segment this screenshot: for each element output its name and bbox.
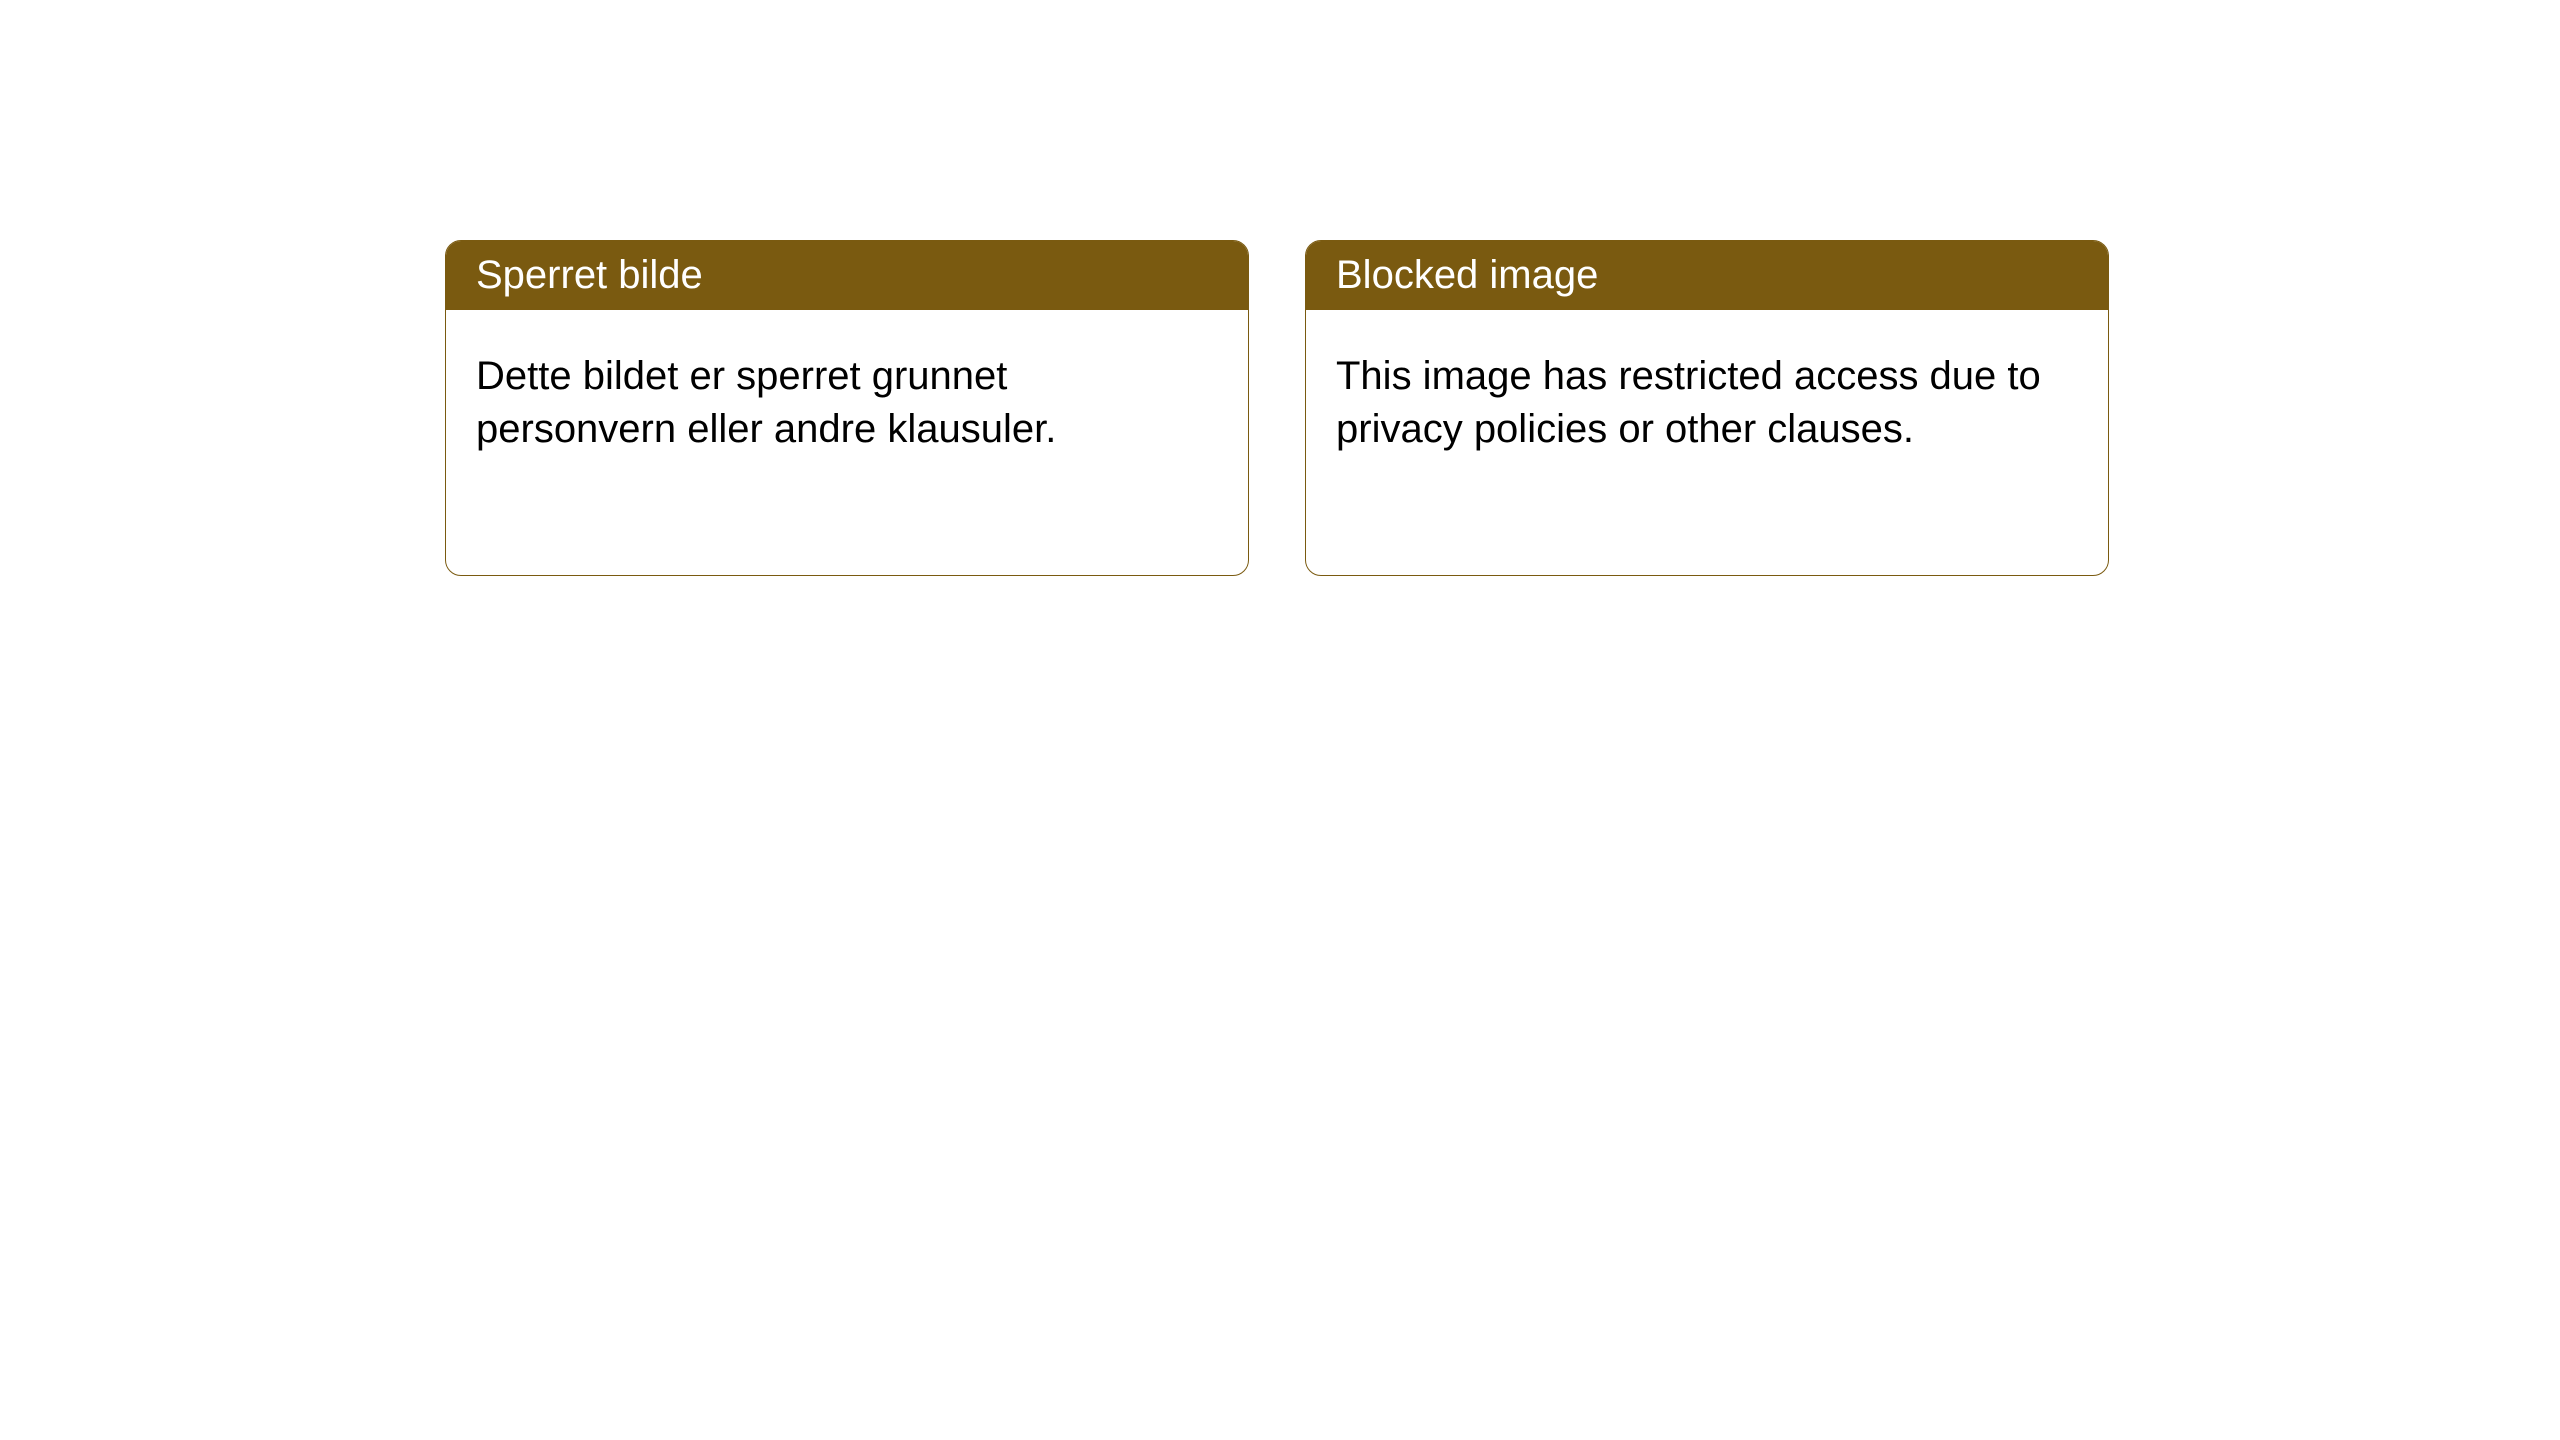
- notice-title-english: Blocked image: [1306, 241, 2108, 310]
- notice-container: Sperret bilde Dette bildet er sperret gr…: [0, 0, 2560, 576]
- notice-card-english: Blocked image This image has restricted …: [1305, 240, 2109, 576]
- notice-card-norwegian: Sperret bilde Dette bildet er sperret gr…: [445, 240, 1249, 576]
- notice-body-english: This image has restricted access due to …: [1306, 310, 2108, 496]
- notice-title-norwegian: Sperret bilde: [446, 241, 1248, 310]
- notice-body-norwegian: Dette bildet er sperret grunnet personve…: [446, 310, 1248, 496]
